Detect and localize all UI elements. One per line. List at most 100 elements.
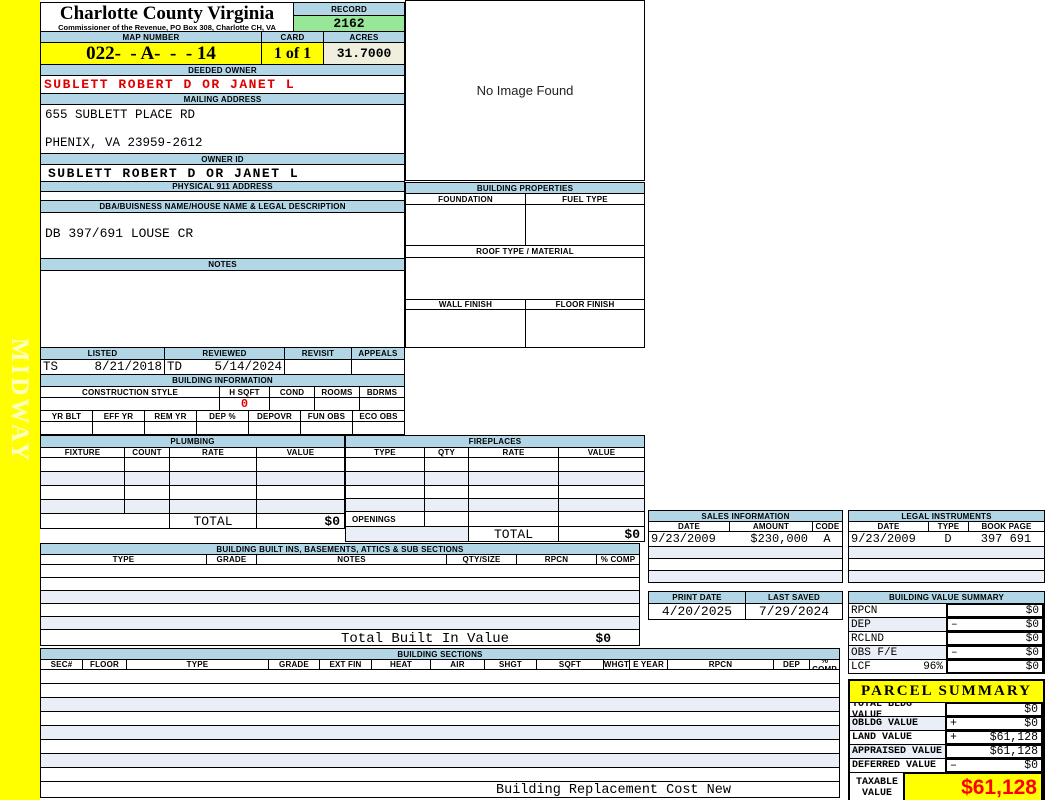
sqft-label: SQFT bbox=[536, 660, 603, 669]
land-value-label: LAND VALUE bbox=[852, 732, 913, 743]
listed-by: TS bbox=[43, 360, 59, 374]
reviewed-by: TD bbox=[167, 360, 183, 374]
record-value: 2162 bbox=[294, 15, 404, 31]
no-image-text: No Image Found bbox=[476, 83, 574, 98]
type-label: TYPE bbox=[126, 660, 268, 669]
obldg-value-cell: + $0 bbox=[945, 716, 1043, 731]
value-summary-row: DEP – $0 bbox=[849, 617, 1044, 632]
total-bldg-value-cell: $0 bbox=[945, 702, 1043, 717]
sales-info-title: SALES INFORMATION bbox=[649, 511, 842, 521]
pct-comp-label: % COMP bbox=[809, 660, 839, 669]
sec-num-label: SEC# bbox=[50, 660, 73, 669]
fun-obs-label: FUN OBS bbox=[300, 411, 352, 421]
dba-label: DBA/BUISNESS NAME/HOUSE NAME & LEGAL DES… bbox=[41, 201, 404, 212]
h-sqft-value: 0 bbox=[219, 398, 269, 410]
taxable-value-row: TAXABLE VALUE $61,128 bbox=[850, 772, 1043, 800]
rpcn-value-cell: $0 bbox=[946, 603, 1044, 618]
physical-911-address-value bbox=[41, 191, 404, 206]
plumbing-total-row: TOTAL $0 bbox=[41, 513, 344, 528]
e-year-label: E YEAR bbox=[629, 660, 667, 669]
listed-value: TS 8/21/2018 bbox=[41, 360, 164, 374]
rpcn-label: RPCN bbox=[851, 604, 878, 617]
land-value: $61,128 bbox=[989, 731, 1038, 744]
deeded-owner-value: SUBLETT ROBERT D OR JANET L bbox=[41, 75, 404, 93]
building-sections-row bbox=[41, 767, 839, 781]
property-image-box: No Image Found bbox=[405, 0, 645, 181]
county-box: Charlotte County Virginia Commissioner o… bbox=[41, 3, 293, 31]
mailing-line1: 655 SUBLETT PLACE RD bbox=[45, 108, 196, 122]
count-label: COUNT bbox=[124, 448, 169, 457]
air-label: AIR bbox=[430, 660, 484, 669]
floor-finish-label: FLOOR FINISH bbox=[525, 300, 644, 309]
lcf-pct: 96% bbox=[923, 660, 943, 673]
deeded-owner-label: DEEDED OWNER bbox=[41, 64, 404, 75]
rclnd-value: $0 bbox=[1025, 632, 1039, 645]
plumbing-table: PLUMBING FIXTURE COUNT RATE VALUE TOTAL … bbox=[40, 435, 345, 529]
taxable-value: $61,128 bbox=[903, 772, 1043, 800]
total-bldg-value-label: TOTAL BLDG VALUE bbox=[852, 703, 913, 716]
dep-value-cell: – $0 bbox=[946, 617, 1044, 632]
side-strip bbox=[0, 0, 40, 800]
built-ins-row bbox=[41, 564, 639, 577]
floor-label: FLOOR bbox=[82, 660, 126, 669]
sale-amount-label: AMOUNT bbox=[729, 522, 812, 531]
appraised-value-label: APPRAISED VALUE bbox=[850, 745, 946, 758]
parcel-summary: PARCEL SUMMARY TOTAL BLDG VALUE $0 OBLDG… bbox=[848, 679, 1045, 800]
wall-finish-label: WALL FINISH bbox=[438, 300, 493, 309]
instrument-date-label: DATE bbox=[877, 522, 900, 531]
acres-label: ACRES bbox=[323, 32, 404, 42]
legal-instruments-table: LEGAL INSTRUMENTS DATE TYPE BOOK PAGE 9/… bbox=[848, 510, 1045, 583]
building-sections-title: BUILDING SECTIONS bbox=[41, 649, 839, 659]
record-label: RECORD bbox=[294, 3, 404, 15]
type-label: TYPE bbox=[112, 555, 135, 564]
built-ins-total-value: $0 bbox=[595, 631, 611, 646]
eff-yr-label: EFF YR bbox=[92, 411, 144, 421]
ext-fin-label: EXT FIN bbox=[319, 660, 371, 669]
owner-id-value: SUBLETT ROBERT D OR JANET L bbox=[41, 164, 404, 181]
cond-label: COND bbox=[269, 387, 314, 397]
building-sections-row bbox=[41, 669, 839, 683]
plumbing-row bbox=[41, 471, 344, 485]
value-summary-row: OBS F/E – $0 bbox=[849, 645, 1044, 660]
plumbing-total-label: TOTAL bbox=[169, 514, 256, 528]
sales-row bbox=[649, 570, 842, 582]
deferred-op: – bbox=[950, 759, 957, 772]
land-op: + bbox=[950, 731, 957, 744]
sale-date-label: DATE bbox=[678, 522, 700, 531]
building-sections-row bbox=[41, 753, 839, 767]
fireplaces-row bbox=[346, 471, 644, 485]
legal-instruments-row: 9/23/2009 D 397 691 bbox=[849, 531, 1044, 546]
building-sections-row bbox=[41, 725, 839, 739]
revisit-value bbox=[284, 360, 351, 374]
parcel-summary-row: LAND VALUE + $61,128 bbox=[850, 730, 1043, 745]
built-ins-row bbox=[41, 616, 639, 629]
legal-instruments-row bbox=[849, 558, 1044, 570]
deferred-value: $0 bbox=[1024, 759, 1038, 772]
rclnd-label: RCLND bbox=[851, 632, 885, 645]
book-page-label: BOOK PAGE bbox=[968, 522, 1044, 531]
map-number-value: 022- - A- - - 14 bbox=[41, 43, 261, 64]
card-value: 1 of 1 bbox=[261, 43, 323, 64]
yr-blt-label: YR BLT bbox=[51, 411, 82, 421]
county-title: Charlotte County Virginia bbox=[59, 3, 275, 24]
plumbing-row bbox=[41, 485, 344, 499]
openings-label: OPENINGS bbox=[352, 514, 396, 524]
legal-instruments-title: LEGAL INSTRUMENTS bbox=[849, 511, 1044, 521]
building-sections-row bbox=[41, 711, 839, 725]
print-date-label: PRINT DATE bbox=[649, 592, 745, 603]
obldg-op: + bbox=[950, 717, 957, 730]
fireplaces-title: FIREPLACES bbox=[346, 436, 644, 447]
value-label: VALUE bbox=[558, 448, 644, 457]
card-label: CARD bbox=[261, 32, 323, 42]
rate-label: RATE bbox=[468, 448, 558, 457]
appeals-label: APPEALS bbox=[351, 348, 404, 359]
appraised-value: $61,128 bbox=[989, 745, 1038, 758]
legal-description-block: DBA/BUISNESS NAME/HOUSE NAME & LEGAL DES… bbox=[40, 200, 405, 349]
fireplaces-row bbox=[346, 498, 644, 511]
book-page: 397 691 bbox=[980, 532, 1032, 546]
built-ins-row bbox=[41, 590, 639, 603]
acres-value: 31.7000 bbox=[323, 43, 404, 64]
building-sections-row bbox=[41, 683, 839, 697]
sales-row bbox=[649, 558, 842, 570]
